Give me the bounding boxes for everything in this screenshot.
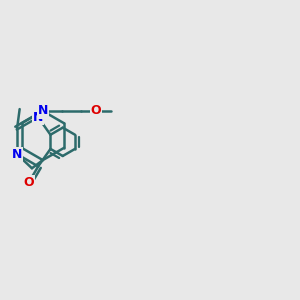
Text: O: O (91, 104, 101, 118)
Text: O: O (23, 176, 34, 189)
Text: N: N (12, 148, 22, 160)
Text: N: N (38, 104, 48, 118)
Text: N: N (33, 111, 44, 124)
